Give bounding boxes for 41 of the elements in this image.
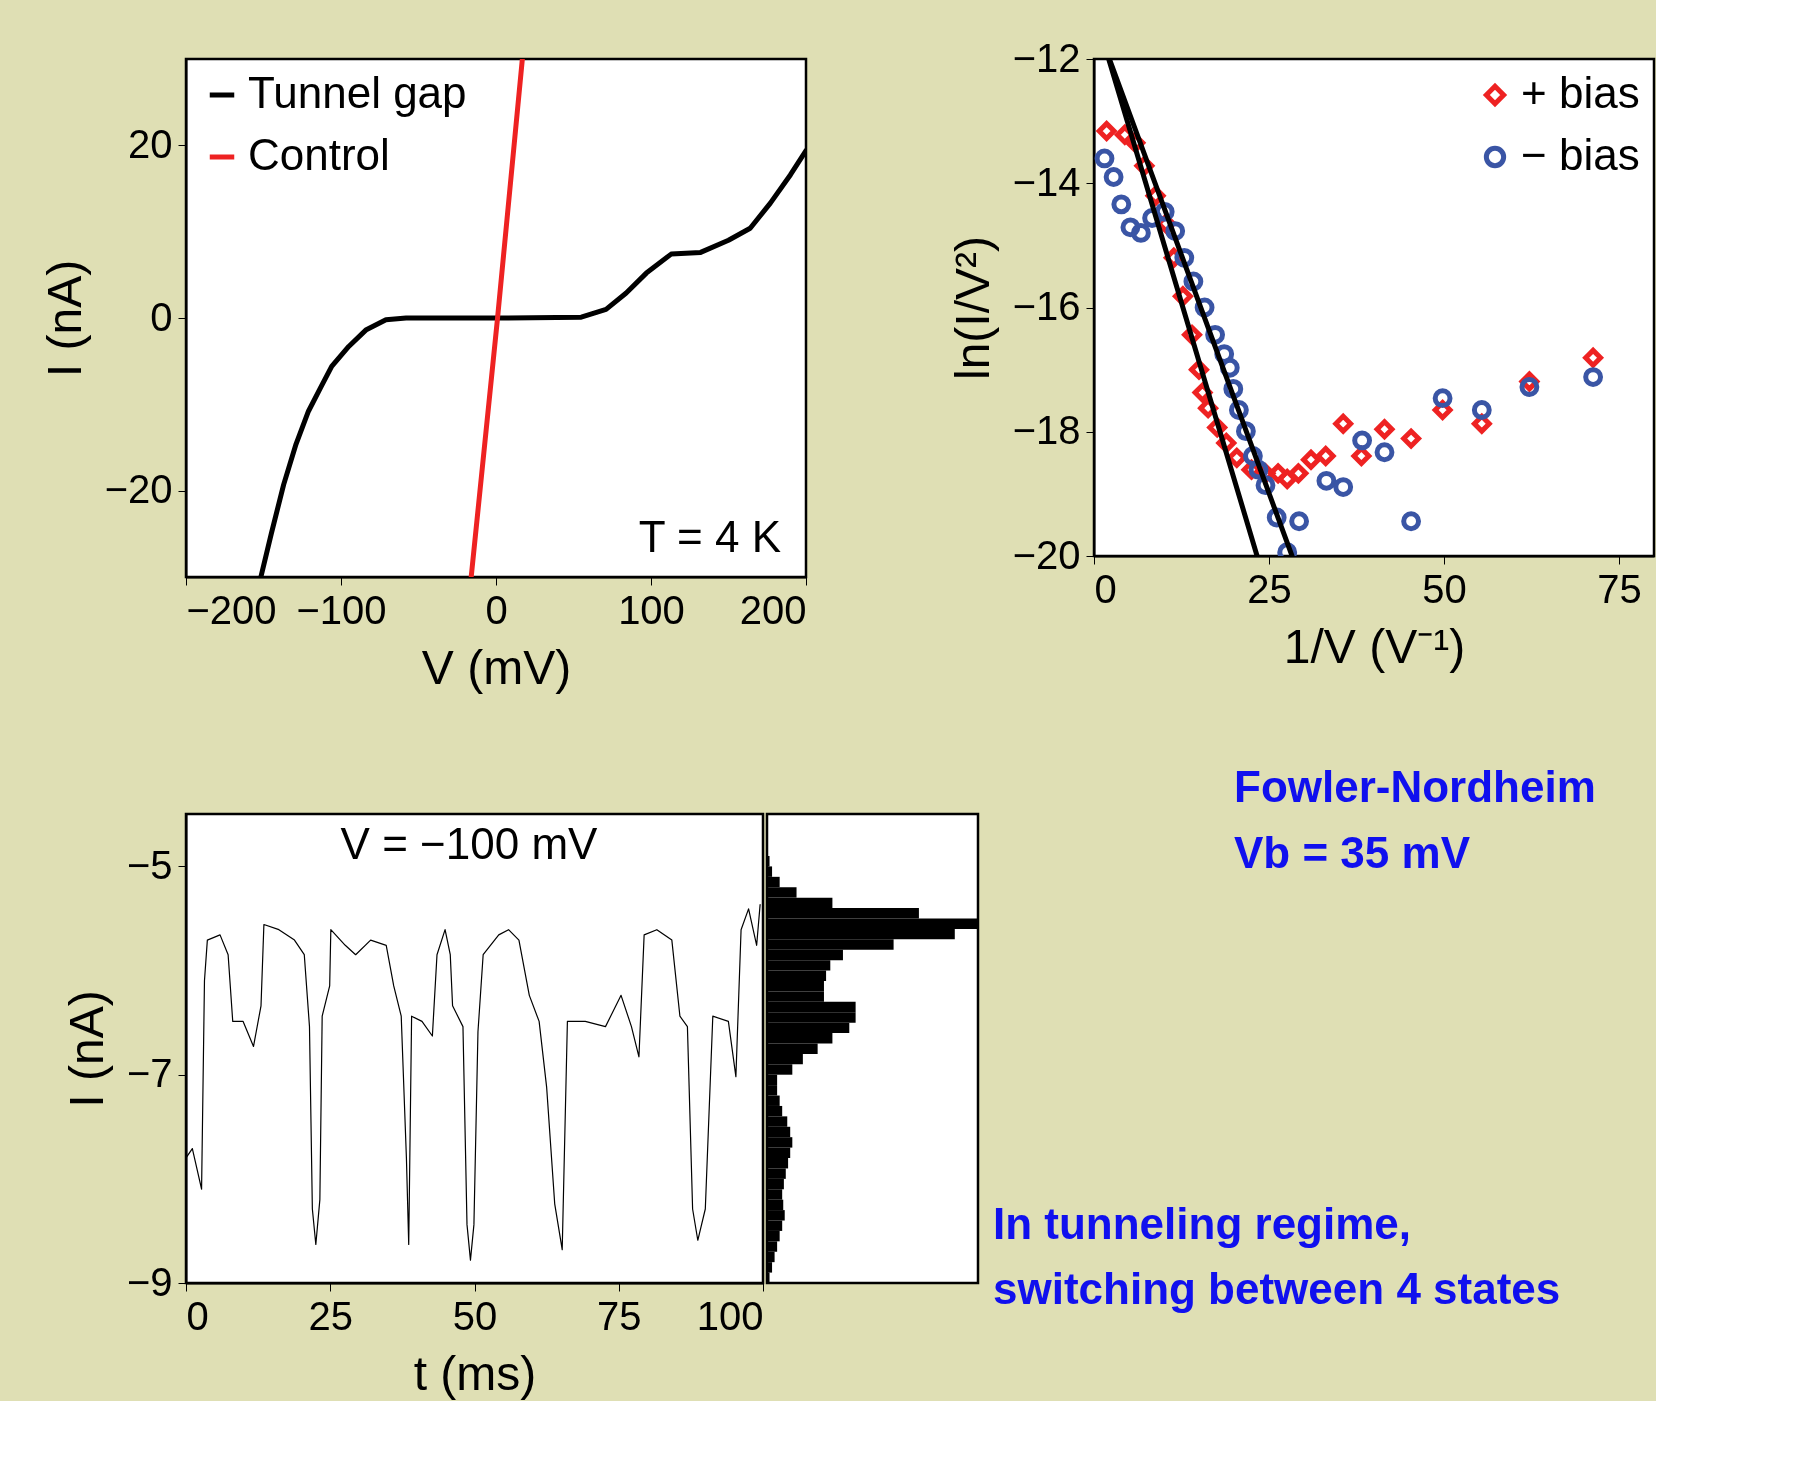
y-tick-label: −9 — [126, 1259, 173, 1304]
y-tick-label: −14 — [1012, 159, 1081, 204]
legend-label: Tunnel gap — [248, 68, 467, 117]
y-tick-label: −20 — [1012, 532, 1081, 577]
x-tick-label: 0 — [186, 1293, 209, 1338]
x-tick-label: 0 — [1094, 566, 1117, 611]
y-tick-label: −20 — [104, 467, 173, 512]
y-tick-label: 0 — [150, 294, 173, 339]
legend-label: + bias — [1521, 68, 1640, 117]
x-tick-label: 200 — [739, 587, 807, 632]
y-tick-label: −16 — [1012, 284, 1081, 328]
x-axis-title: V (mV) — [421, 640, 572, 694]
text: Fowler-Nordheim — [1234, 762, 1596, 811]
x-tick-label: 25 — [308, 1293, 353, 1338]
x-tick-label: 0 — [485, 587, 508, 632]
x-tick-label: 25 — [1247, 566, 1292, 611]
annotation: V = −100 mV — [340, 819, 599, 868]
x-tick-label: 100 — [696, 1293, 764, 1338]
annotation: T = 4 K — [638, 512, 781, 561]
x-axis-title: 1/V (V⁻¹) — [1283, 619, 1466, 673]
legend-label: Control — [248, 130, 390, 179]
x-tick-label: −100 — [296, 587, 387, 632]
x-tick-label: −200 — [186, 587, 277, 632]
text: Vb = 35 mV — [1234, 828, 1471, 877]
x-tick-label: 100 — [618, 587, 685, 632]
x-tick-label: 50 — [452, 1293, 498, 1338]
y-axis-title: I (nA) — [37, 259, 91, 378]
y-tick-label: 20 — [128, 121, 173, 166]
y-axis-title: ln(I/V²) — [945, 236, 999, 380]
y-tick-label: −5 — [126, 842, 173, 887]
text: switching between 4 states — [993, 1264, 1561, 1313]
y-tick-label: −12 — [1012, 35, 1081, 80]
x-tick-label: 50 — [1422, 566, 1467, 611]
y-axis-title: I (nA) — [59, 990, 113, 1108]
legend-label: − bias — [1521, 130, 1640, 179]
x-axis-title: t (ms) — [413, 1346, 537, 1400]
x-tick-label: 75 — [597, 1293, 642, 1338]
text: In tunneling regime, — [993, 1199, 1412, 1248]
y-tick-label: −7 — [126, 1051, 173, 1096]
y-tick-label: −18 — [1012, 408, 1081, 453]
x-tick-label: 75 — [1597, 566, 1642, 611]
